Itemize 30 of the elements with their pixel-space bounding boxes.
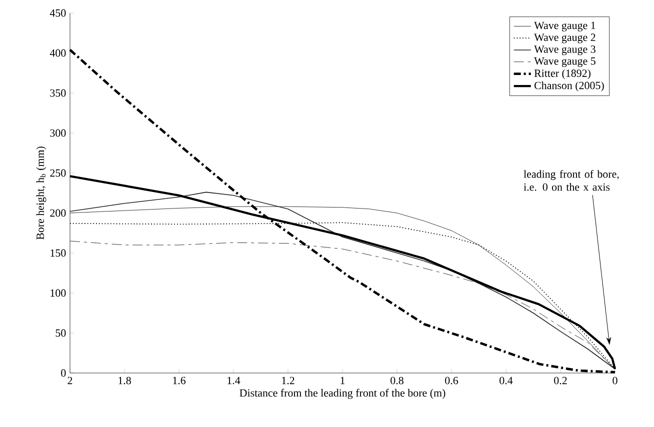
legend-label: Wave gauge 3 (534, 46, 596, 56)
x-tick-label: 1.4 (228, 376, 240, 384)
y-axis-title: Bore height, h$_{b}$ (mm) (36, 146, 46, 240)
x-tick-label: 0.6 (445, 376, 458, 384)
x-tick-label: 1 (340, 376, 345, 384)
x-tick-label: 0.8 (390, 376, 404, 384)
legend-label: Chanson (2005) (534, 81, 604, 92)
y-tick-label: 250 (50, 169, 66, 177)
x-tick-label: 1.6 (173, 376, 186, 384)
y-tick-label: 200 (50, 209, 66, 217)
x-tick-label: 1.2 (282, 376, 294, 384)
x-tick-label: 0.4 (500, 376, 513, 384)
y-tick-label: 0 (61, 369, 66, 377)
y-tick-label: 150 (50, 249, 66, 257)
y-tick-label: 50 (56, 329, 66, 337)
x-tick-label: 0.2 (554, 376, 567, 384)
legend-label: Ritter (1892) (534, 69, 590, 80)
x-tick-label: 1.8 (118, 376, 131, 384)
legend-label: Wave gauge 1 (534, 22, 596, 32)
x-tick-label: 2 (68, 376, 72, 384)
x-tick-label: 0 (612, 376, 618, 384)
x-axis-title: Distance from the leading front of the bore (m) (240, 388, 446, 399)
annotation: leading front of bore, i.e. 0 on the x axis (524, 170, 619, 191)
y-tick-label: 400 (50, 49, 66, 57)
y-tick-label: 100 (50, 289, 66, 297)
legend-label: Wave gauge 2 (534, 34, 596, 44)
y-tick-label: 300 (50, 129, 66, 137)
y-tick-label: 350 (50, 89, 66, 97)
legend-label: Wave gauge 5 (534, 57, 596, 67)
y-tick-label: 450 (50, 9, 66, 17)
